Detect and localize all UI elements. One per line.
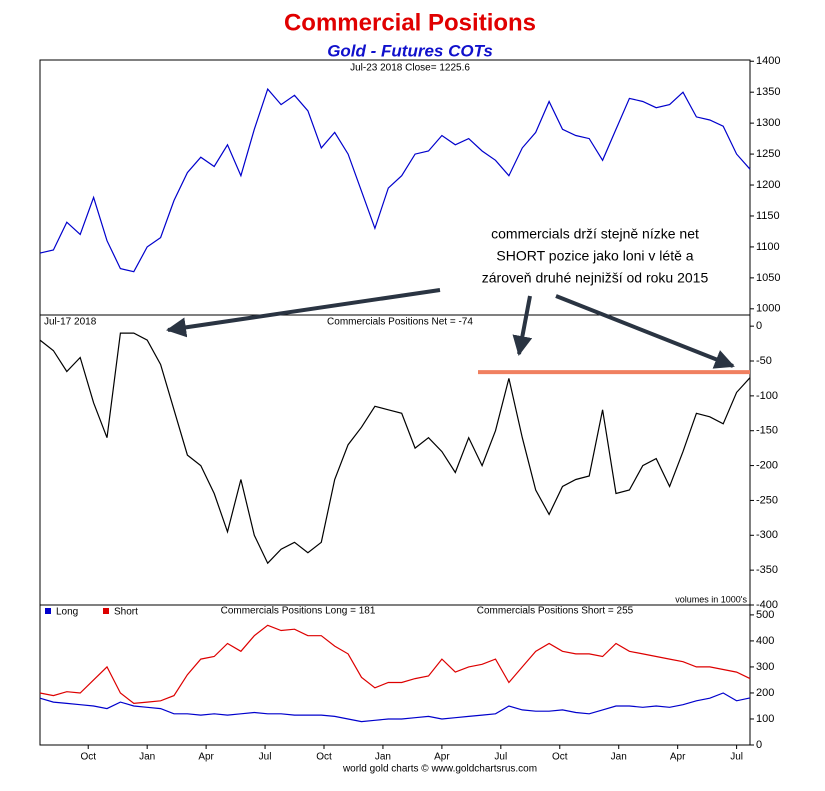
y-tick-label: 1100	[756, 241, 780, 253]
annotation: SHORT pozice jako loni v létě a	[496, 248, 693, 264]
data-line	[39, 692, 751, 723]
panel-frame	[39, 604, 751, 746]
y-tick-label: 1400	[756, 55, 780, 67]
panel-title: Commercials Positions Net = -74	[327, 317, 473, 328]
chart-subtitle: Gold - Futures COTs	[327, 41, 493, 60]
annotation: commercials drží stejně nízke net	[491, 226, 699, 242]
arrow	[555, 294, 735, 369]
panel-label: Jul-23 2018 Close= 1225.6	[350, 63, 470, 74]
y-tick-label: 1250	[756, 148, 780, 160]
legend-label: Long	[56, 607, 78, 618]
data-line	[39, 87, 751, 273]
y-tick-label: 500	[756, 609, 774, 621]
x-tick-label: Apr	[434, 752, 450, 763]
y-tick-label: -200	[756, 459, 778, 471]
panel-title: Commercials Positions Long = 181	[221, 606, 376, 617]
data-line	[39, 332, 751, 565]
y-tick-label: 0	[756, 320, 762, 332]
x-tick-label: Oct	[316, 752, 332, 763]
y-tick-label: 200	[756, 687, 774, 699]
chart-title: Commercial Positions	[284, 9, 536, 36]
x-tick-label: Jan	[375, 752, 391, 763]
x-tick-label: Jul	[494, 752, 507, 763]
y-tick-label: 1350	[756, 86, 780, 98]
y-tick-label: 1300	[756, 117, 780, 129]
y-tick-label: -350	[756, 564, 778, 576]
x-tick-label: Apr	[198, 752, 214, 763]
y-tick-label: -100	[756, 390, 778, 402]
arrows	[166, 288, 735, 369]
volume-note: volumes in 1000's	[675, 594, 747, 604]
panel-label: Jul-17 2018	[44, 317, 97, 328]
x-tick-label: Oct	[80, 752, 96, 763]
x-tick-label: Jan	[139, 752, 155, 763]
legend-label: Short	[114, 607, 138, 618]
x-tick-label: Apr	[670, 752, 686, 763]
legend-swatch	[103, 608, 109, 614]
legend-swatch	[45, 608, 51, 614]
annotation: zároveň druhé nejnižší od roku 2015	[482, 270, 709, 286]
y-tick-label: -250	[756, 494, 778, 506]
panel-frame	[39, 314, 751, 606]
x-tick-label: Jan	[611, 752, 627, 763]
y-tick-label: -50	[756, 355, 772, 367]
y-tick-label: 1200	[756, 179, 780, 191]
y-tick-label: 300	[756, 661, 774, 673]
y-tick-label: 400	[756, 635, 774, 647]
y-tick-label: -150	[756, 425, 778, 437]
panel-title: Commercials Positions Short = 255	[477, 606, 634, 617]
y-tick-label: 100	[756, 713, 774, 725]
x-tick-label: Jul	[259, 752, 272, 763]
y-tick-label: 1000	[756, 303, 780, 315]
y-tick-label: 1050	[756, 272, 780, 284]
y-tick-label: -400	[756, 599, 778, 611]
y-tick-label: 1150	[756, 210, 780, 222]
arrow	[166, 288, 441, 338]
x-tick-label: Jul	[730, 752, 743, 763]
footer: world gold charts © www.goldchartsrus.co…	[342, 764, 537, 775]
y-tick-label: -300	[756, 529, 778, 541]
arrow	[512, 295, 533, 356]
data-line	[39, 624, 751, 705]
x-tick-label: Oct	[552, 752, 568, 763]
y-tick-label: 0	[756, 739, 762, 751]
